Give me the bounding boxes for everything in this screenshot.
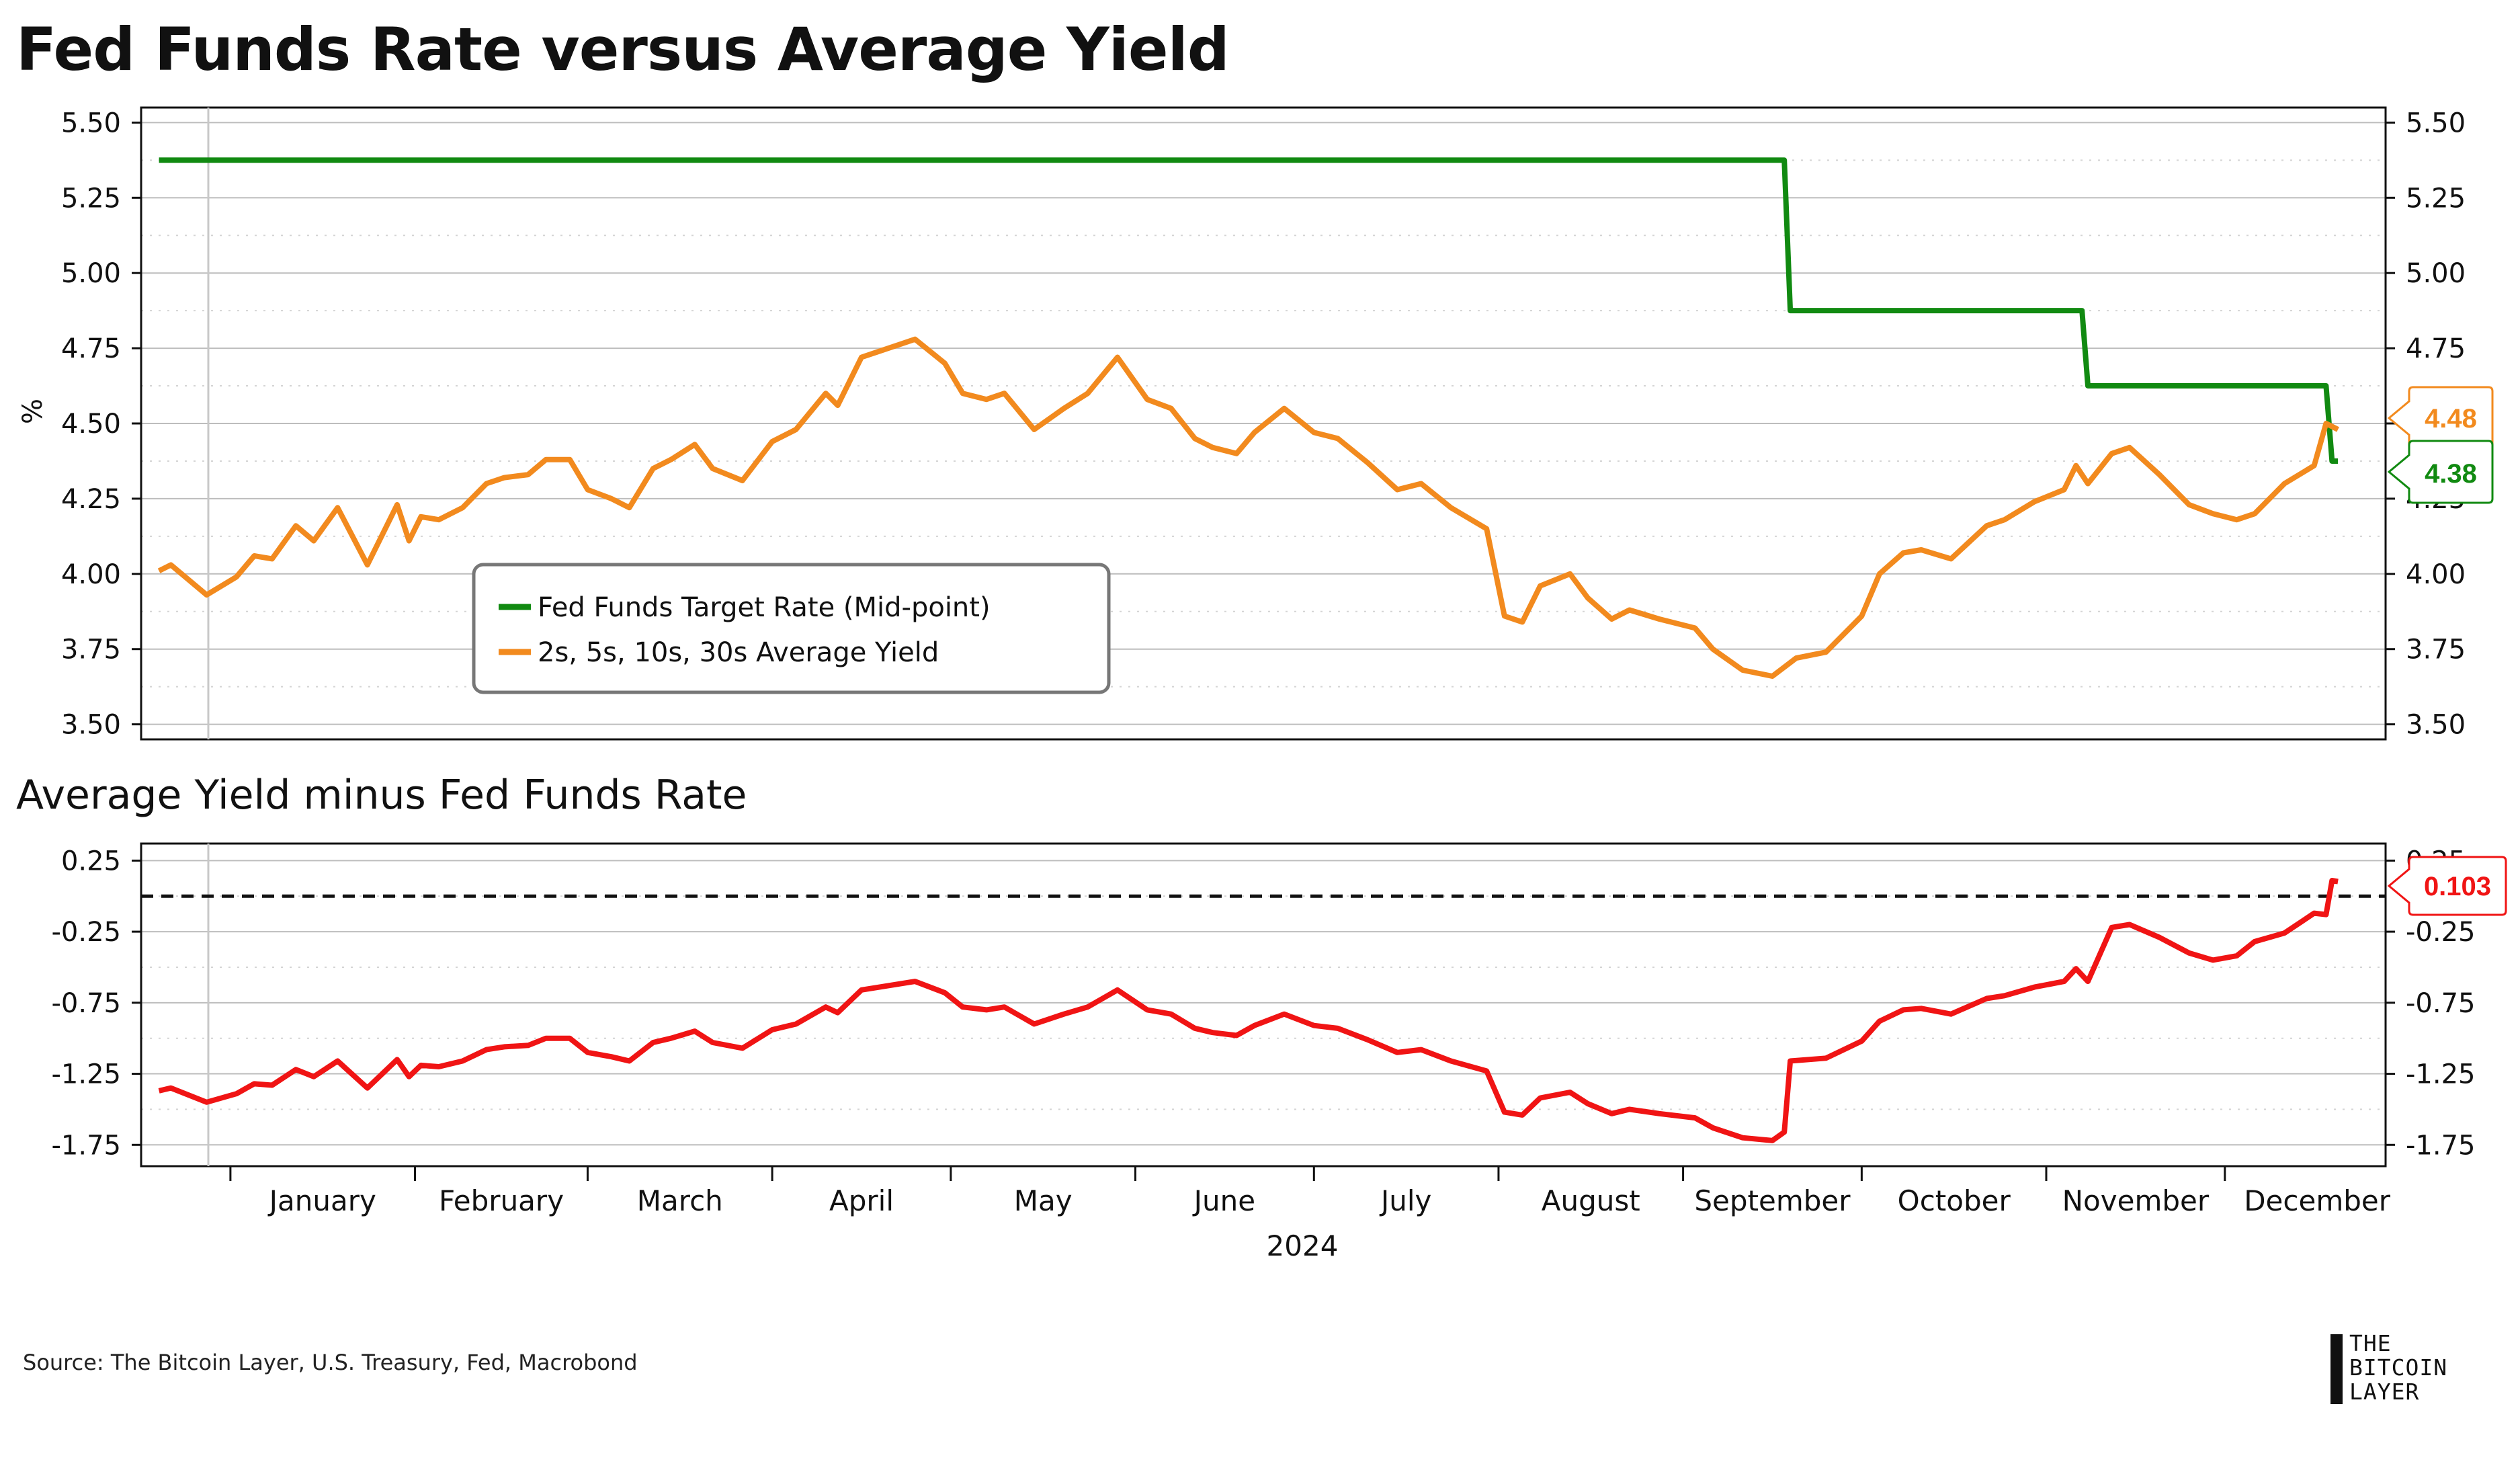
y-tick-label-left: 5.50 <box>61 108 121 138</box>
fed-funds-rate-line <box>159 157 2339 464</box>
spread-last-value: 0.103 <box>2424 872 2491 901</box>
y-tick-label-right: 5.00 <box>2406 258 2466 289</box>
source-note: Source: The Bitcoin Layer, U.S. Treasury… <box>23 1350 638 1375</box>
logo-line: LAYER <box>2349 1379 2420 1405</box>
logo-line: BITCOIN <box>2349 1354 2448 1381</box>
x-tick-label: May <box>1014 1184 1073 1217</box>
y-tick-label-left: 3.75 <box>61 635 121 665</box>
y-tick-label-right: 4.75 <box>2406 333 2466 364</box>
legend-fed-label: Fed Funds Target Rate (Mid-point) <box>538 592 991 623</box>
x-tick-label: December <box>2244 1184 2391 1217</box>
y-tick-label-left: 5.00 <box>61 258 121 289</box>
chart-title: Fed Funds Rate versus Average Yield <box>16 15 1230 84</box>
x-tick-label: October <box>1898 1184 2011 1217</box>
y-tick-label-left: -0.25 <box>52 917 122 948</box>
y-tick-label-right: 3.50 <box>2406 710 2466 741</box>
x-tick-label: November <box>2062 1184 2210 1217</box>
y-tick-label-right: 4.00 <box>2406 559 2466 590</box>
y-tick-label-left: 3.50 <box>61 710 121 741</box>
y-tick-label-right: -0.75 <box>2406 988 2476 1019</box>
top-y-axis-label: % <box>17 399 48 424</box>
x-tick-label: April <box>829 1184 894 1217</box>
logo-bar <box>2330 1334 2343 1404</box>
x-tick-label: August <box>1542 1184 1640 1217</box>
y-tick-label-left: 4.50 <box>61 409 121 440</box>
legend-box <box>472 563 1111 694</box>
y-tick-label-left: 5.25 <box>61 183 121 214</box>
y-tick-label-left: -1.75 <box>52 1130 122 1161</box>
yield-last-value-badge: 4.48 <box>2387 386 2494 450</box>
spread-chart-title: Average Yield minus Fed Funds Rate <box>16 772 747 819</box>
fed-last-value-badge: 4.38 <box>2387 440 2494 504</box>
y-tick-label-right: -1.25 <box>2406 1059 2476 1090</box>
y-tick-label-right: 5.50 <box>2406 108 2466 138</box>
x-axis-year-label: 2024 <box>1267 1229 1339 1262</box>
bottom-chart-frame <box>140 842 2387 1168</box>
yield-last-value: 4.48 <box>2425 404 2477 434</box>
y-tick-label-left: 4.00 <box>61 559 121 590</box>
logo-text: THE BITCOIN LAYER <box>2349 1332 2447 1404</box>
y-tick-label-right: 5.25 <box>2406 183 2466 214</box>
logo-line: THE <box>2349 1330 2392 1356</box>
y-tick-label-left: 4.75 <box>61 333 121 364</box>
spread-last-value-badge: 0.103 <box>2387 856 2507 916</box>
y-tick-label-right: -1.75 <box>2406 1130 2476 1161</box>
spread-line <box>158 878 2339 1143</box>
fed-last-value: 4.38 <box>2425 459 2477 489</box>
x-tick-label: September <box>1694 1184 1851 1217</box>
x-tick-label: February <box>439 1184 564 1217</box>
y-tick-label-left: 4.25 <box>61 484 121 515</box>
legend: Fed Funds Target Rate (Mid-point) 2s, 5s… <box>472 563 1111 694</box>
x-tick-label: June <box>1192 1184 1255 1217</box>
x-tick-label: July <box>1379 1184 1432 1217</box>
y-tick-label-right: 3.75 <box>2406 635 2466 665</box>
y-tick-label-left: -0.75 <box>52 988 122 1019</box>
y-tick-label-left: 0.25 <box>61 846 121 876</box>
x-tick-label: January <box>267 1184 376 1217</box>
bottom-chart-grid <box>141 860 2386 1146</box>
bitcoin-layer-logo: THE BITCOIN LAYER <box>2330 1332 2512 1408</box>
y-tick-label-left: -1.25 <box>52 1059 122 1090</box>
legend-yield-label: 2s, 5s, 10s, 30s Average Yield <box>538 637 939 668</box>
x-axis-month-labels: January February March April May June July Augu… <box>229 1166 2391 1217</box>
average-yield-line <box>157 336 2339 679</box>
x-tick-label: March <box>637 1184 723 1217</box>
y-tick-label-right: -0.25 <box>2406 917 2476 948</box>
